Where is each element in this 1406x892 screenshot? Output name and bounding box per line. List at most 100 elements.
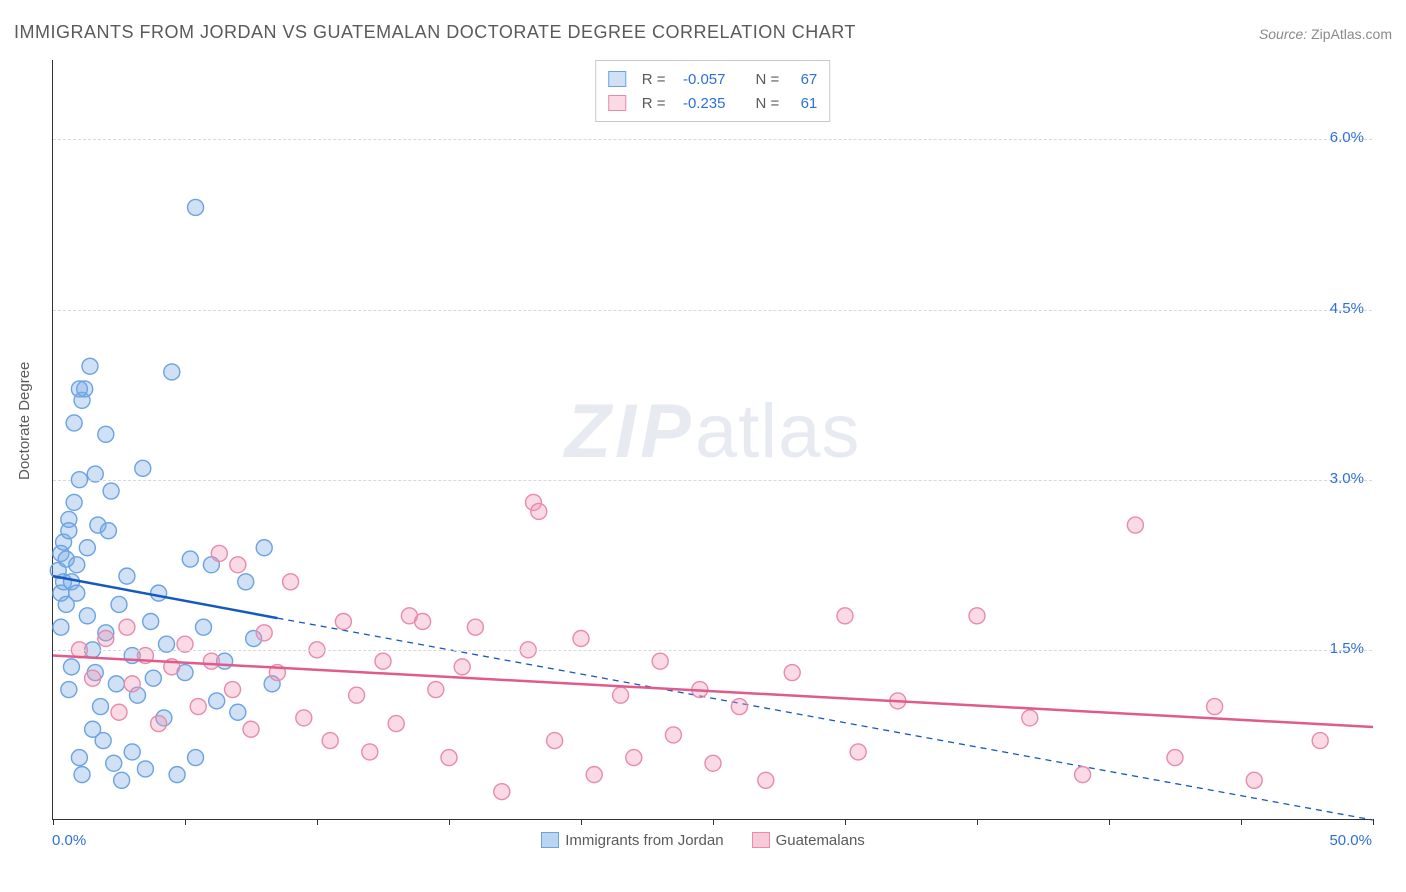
gridline — [53, 139, 1372, 140]
data-point — [415, 613, 431, 629]
data-point — [151, 585, 167, 601]
data-point — [1075, 767, 1091, 783]
legend-swatch — [541, 832, 559, 848]
data-point — [111, 596, 127, 612]
source-label: Source: — [1259, 26, 1307, 42]
data-point — [243, 721, 259, 737]
data-point — [66, 415, 82, 431]
data-point — [151, 716, 167, 732]
data-point — [441, 750, 457, 766]
data-point — [195, 619, 211, 635]
plot-area: ZIPatlas R =-0.057N =67R =-0.235N =61 1.… — [52, 60, 1372, 820]
data-point — [103, 483, 119, 499]
chart-container: IMMIGRANTS FROM JORDAN VS GUATEMALAN DOC… — [0, 0, 1406, 892]
data-point — [53, 619, 69, 635]
data-point — [758, 772, 774, 788]
data-point — [145, 670, 161, 686]
x-tick-mark — [185, 819, 186, 825]
data-point — [1207, 699, 1223, 715]
data-point — [61, 682, 77, 698]
data-point — [63, 659, 79, 675]
data-point — [61, 511, 77, 527]
data-point — [225, 682, 241, 698]
data-point — [652, 653, 668, 669]
data-point — [665, 727, 681, 743]
data-point — [164, 364, 180, 380]
data-point — [547, 733, 563, 749]
x-tick-mark — [1241, 819, 1242, 825]
data-point — [98, 631, 114, 647]
data-point — [111, 704, 127, 720]
data-point — [71, 750, 87, 766]
data-point — [322, 733, 338, 749]
data-point — [1246, 772, 1262, 788]
data-point — [79, 608, 95, 624]
data-point — [182, 551, 198, 567]
data-point — [238, 574, 254, 590]
data-point — [95, 733, 111, 749]
data-point — [969, 608, 985, 624]
data-point — [1127, 517, 1143, 533]
data-point — [283, 574, 299, 590]
data-point — [69, 585, 85, 601]
legend-item: Immigrants from Jordan — [541, 832, 723, 849]
data-point — [74, 767, 90, 783]
legend-label: Immigrants from Jordan — [565, 832, 723, 849]
data-point — [1312, 733, 1328, 749]
data-point — [209, 693, 225, 709]
data-point — [188, 750, 204, 766]
data-point — [454, 659, 470, 675]
data-point — [203, 653, 219, 669]
data-point — [211, 545, 227, 561]
data-point — [613, 687, 629, 703]
data-point — [705, 755, 721, 771]
data-point — [375, 653, 391, 669]
data-point — [850, 744, 866, 760]
data-point — [106, 755, 122, 771]
data-point — [69, 557, 85, 573]
source-name: ZipAtlas.com — [1311, 26, 1392, 42]
data-point — [731, 699, 747, 715]
gridline — [53, 480, 1372, 481]
x-tick-mark — [449, 819, 450, 825]
data-point — [1022, 710, 1038, 726]
legend-swatch — [752, 832, 770, 848]
data-point — [124, 676, 140, 692]
data-point — [188, 199, 204, 215]
data-point — [626, 750, 642, 766]
y-axis-label: Doctorate Degree — [16, 362, 33, 480]
chart-svg — [53, 60, 1372, 819]
data-point — [296, 710, 312, 726]
data-point — [837, 608, 853, 624]
gridline — [53, 650, 1372, 651]
data-point — [335, 613, 351, 629]
data-point — [98, 426, 114, 442]
y-tick-label: 3.0% — [1330, 470, 1364, 487]
data-point — [93, 699, 109, 715]
y-tick-label: 4.5% — [1330, 300, 1364, 317]
x-tick-mark — [53, 819, 54, 825]
data-point — [108, 676, 124, 692]
data-point — [531, 503, 547, 519]
data-point — [119, 568, 135, 584]
legend-item: Guatemalans — [752, 832, 865, 849]
data-point — [79, 540, 95, 556]
data-point — [230, 557, 246, 573]
trend-line — [53, 656, 1373, 727]
x-tick-mark — [713, 819, 714, 825]
chart-title: IMMIGRANTS FROM JORDAN VS GUATEMALAN DOC… — [14, 22, 856, 43]
data-point — [71, 381, 87, 397]
data-point — [1167, 750, 1183, 766]
data-point — [467, 619, 483, 635]
data-point — [66, 494, 82, 510]
data-point — [256, 540, 272, 556]
x-tick-mark — [581, 819, 582, 825]
source-attribution: Source: ZipAtlas.com — [1259, 26, 1392, 42]
data-point — [137, 761, 153, 777]
x-tick-mark — [1373, 819, 1374, 825]
data-point — [82, 358, 98, 374]
data-point — [349, 687, 365, 703]
y-tick-label: 6.0% — [1330, 129, 1364, 146]
data-point — [190, 699, 206, 715]
data-point — [100, 523, 116, 539]
